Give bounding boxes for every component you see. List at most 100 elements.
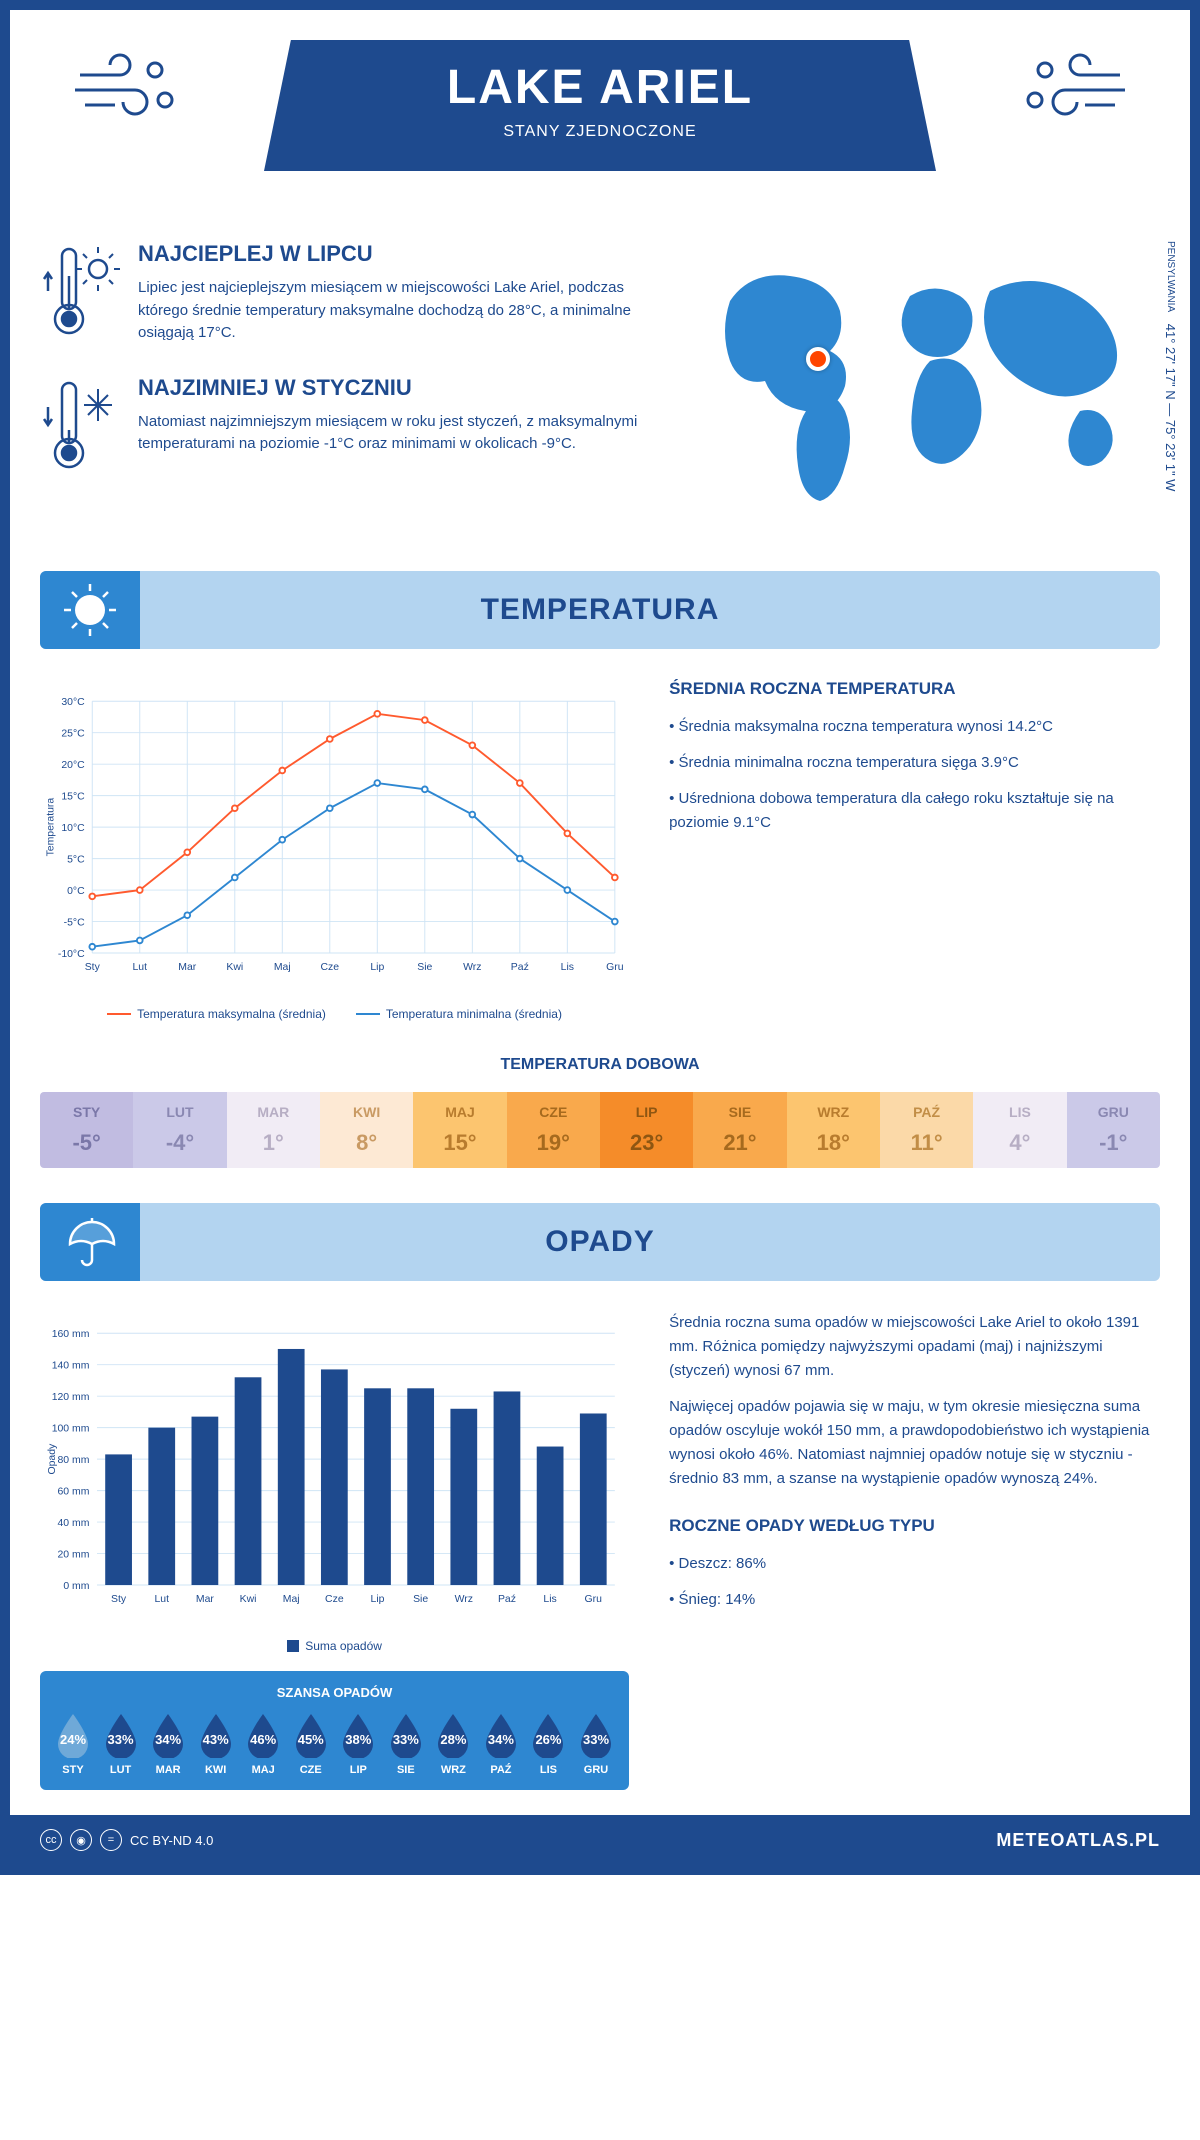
coldest-title: NAJZIMNIEJ W STYCZNIU — [138, 375, 670, 401]
rain-chance-drop: 43%KWI — [197, 1712, 235, 1776]
svg-text:Cze: Cze — [325, 1594, 344, 1605]
precipitation-section-header: OPADY — [40, 1203, 1160, 1281]
svg-text:80 mm: 80 mm — [58, 1455, 90, 1466]
precipitation-legend: Suma opadów — [40, 1639, 629, 1653]
temperature-title: TEMPERATURA — [40, 593, 1160, 627]
svg-text:25°C: 25°C — [61, 729, 85, 740]
svg-text:Sie: Sie — [413, 1594, 428, 1605]
header: LAKE ARIEL STANY ZJEDNOCZONE — [40, 10, 1160, 211]
daily-cell: LIS4° — [973, 1092, 1066, 1168]
daily-cell: PAŹ11° — [880, 1092, 973, 1168]
svg-text:Maj: Maj — [274, 962, 291, 973]
wind-icon — [70, 45, 190, 125]
svg-text:160 mm: 160 mm — [52, 1329, 90, 1340]
page-subtitle: STANY ZJEDNOCZONE — [264, 123, 936, 141]
daily-cell: KWI8° — [320, 1092, 413, 1168]
daily-temp-title: TEMPERATURA DOBOWA — [40, 1056, 1160, 1074]
svg-text:Gru: Gru — [585, 1594, 603, 1605]
svg-text:Sty: Sty — [85, 962, 101, 973]
rain-chance-drop: 33%LUT — [102, 1712, 140, 1776]
rain-chance-drop: 34%PAŹ — [482, 1712, 520, 1776]
daily-cell: LUT-4° — [133, 1092, 226, 1168]
rain-chance-drop: 46%MAJ — [244, 1712, 282, 1776]
temp-info-b2: • Średnia minimalna roczna temperatura s… — [669, 751, 1160, 775]
footer-brand: METEOATLAS.PL — [996, 1830, 1160, 1851]
svg-text:Maj: Maj — [283, 1594, 300, 1605]
daily-cell: GRU-1° — [1067, 1092, 1160, 1168]
rain-chance-drop: 33%SIE — [387, 1712, 425, 1776]
svg-text:Kwi: Kwi — [226, 962, 243, 973]
temperature-section-header: TEMPERATURA — [40, 571, 1160, 649]
nd-icon: = — [100, 1829, 122, 1851]
svg-text:Sty: Sty — [111, 1594, 127, 1605]
page-title: LAKE ARIEL — [264, 60, 936, 115]
precipitation-title: OPADY — [40, 1225, 1160, 1259]
svg-text:15°C: 15°C — [61, 791, 85, 802]
rain-chance-box: SZANSA OPADÓW 24%STY 33%LUT34%MAR 43%KWI46… — [40, 1671, 629, 1790]
coordinates: PENSYLWANIA 41° 27' 17" N — 75° 23' 1" W — [1163, 241, 1178, 491]
svg-text:30°C: 30°C — [61, 697, 85, 708]
svg-text:Mar: Mar — [178, 962, 196, 973]
svg-text:120 mm: 120 mm — [52, 1392, 90, 1403]
warmest-block: NAJCIEPLEJ W LIPCU Lipiec jest najcieple… — [40, 241, 670, 345]
temperature-chart: -10°C-5°C0°C5°C10°C15°C20°C25°C30°CStyLu… — [40, 679, 629, 999]
rain-chance-drop: 38%LIP — [339, 1712, 377, 1776]
svg-text:100 mm: 100 mm — [52, 1423, 90, 1434]
svg-text:Lut: Lut — [154, 1594, 169, 1605]
daily-cell: CZE19° — [507, 1092, 600, 1168]
svg-text:-5°C: -5°C — [64, 917, 85, 928]
daily-cell: SIE21° — [693, 1092, 786, 1168]
svg-text:Lip: Lip — [370, 962, 384, 973]
daily-cell: MAJ15° — [413, 1092, 506, 1168]
temp-info-title: ŚREDNIA ROCZNA TEMPERATURA — [669, 679, 1160, 699]
svg-text:Wrz: Wrz — [463, 962, 481, 973]
thermometer-hot-icon — [40, 241, 120, 341]
svg-text:0 mm: 0 mm — [63, 1581, 89, 1592]
svg-text:10°C: 10°C — [61, 823, 85, 834]
svg-text:Opady: Opady — [47, 1443, 58, 1475]
temp-info-b1: • Średnia maksymalna roczna temperatura … — [669, 715, 1160, 739]
svg-text:20°C: 20°C — [61, 760, 85, 771]
coldest-block: NAJZIMNIEJ W STYCZNIU Natomiast najzimni… — [40, 375, 670, 475]
svg-text:5°C: 5°C — [67, 854, 85, 865]
opady-type-rain: • Deszcz: 86% — [669, 1552, 1160, 1576]
cc-icon: cc — [40, 1829, 62, 1851]
svg-text:Lut: Lut — [133, 962, 148, 973]
svg-text:20 mm: 20 mm — [58, 1549, 90, 1560]
rain-chance-title: SZANSA OPADÓW — [54, 1685, 615, 1700]
svg-text:Lip: Lip — [371, 1594, 385, 1605]
daily-cell: WRZ18° — [787, 1092, 880, 1168]
opady-type-title: ROCZNE OPADY WEDŁUG TYPU — [669, 1516, 1160, 1536]
svg-text:Wrz: Wrz — [455, 1594, 473, 1605]
footer: cc ◉ = CC BY-ND 4.0 METEOATLAS.PL — [10, 1815, 1190, 1865]
svg-text:60 mm: 60 mm — [58, 1486, 90, 1497]
svg-text:Gru: Gru — [606, 962, 624, 973]
opady-p2: Najwięcej opadów pojawia się w maju, w t… — [669, 1395, 1160, 1491]
rain-chance-drop: 33%GRU — [577, 1712, 615, 1776]
svg-text:Temperatura: Temperatura — [45, 798, 56, 857]
rain-chance-drop: 34%MAR — [149, 1712, 187, 1776]
world-map: PENSYLWANIA 41° 27' 17" N — 75° 23' 1" W — [700, 241, 1160, 521]
svg-text:Cze: Cze — [321, 962, 340, 973]
umbrella-icon — [40, 1203, 140, 1281]
svg-text:0°C: 0°C — [67, 886, 85, 897]
daily-temp-table: STY-5°LUT-4°MAR1°KWI8°MAJ15°CZE19°LIP23°… — [40, 1092, 1160, 1168]
rain-chance-drop: 28%WRZ — [434, 1712, 472, 1776]
coldest-text: Natomiast najzimniejszym miesiącem w rok… — [138, 411, 670, 456]
rain-chance-drop: 26%LIS — [529, 1712, 567, 1776]
warmest-title: NAJCIEPLEJ W LIPCU — [138, 241, 670, 267]
rain-chance-drop: 24%STY — [54, 1712, 92, 1776]
svg-text:Lis: Lis — [543, 1594, 556, 1605]
svg-text:Mar: Mar — [196, 1594, 214, 1605]
daily-cell: STY-5° — [40, 1092, 133, 1168]
opady-type-snow: • Śnieg: 14% — [669, 1588, 1160, 1612]
svg-text:40 mm: 40 mm — [58, 1518, 90, 1529]
svg-text:Paź: Paź — [511, 962, 529, 973]
svg-text:140 mm: 140 mm — [52, 1361, 90, 1372]
header-banner: LAKE ARIEL STANY ZJEDNOCZONE — [264, 40, 936, 171]
daily-cell: MAR1° — [227, 1092, 320, 1168]
by-icon: ◉ — [70, 1829, 92, 1851]
opady-p1: Średnia roczna suma opadów w miejscowośc… — [669, 1311, 1160, 1383]
rain-chance-drop: 45%CZE — [292, 1712, 330, 1776]
temperature-legend: Temperatura maksymalna (średnia) Tempera… — [40, 1007, 629, 1021]
